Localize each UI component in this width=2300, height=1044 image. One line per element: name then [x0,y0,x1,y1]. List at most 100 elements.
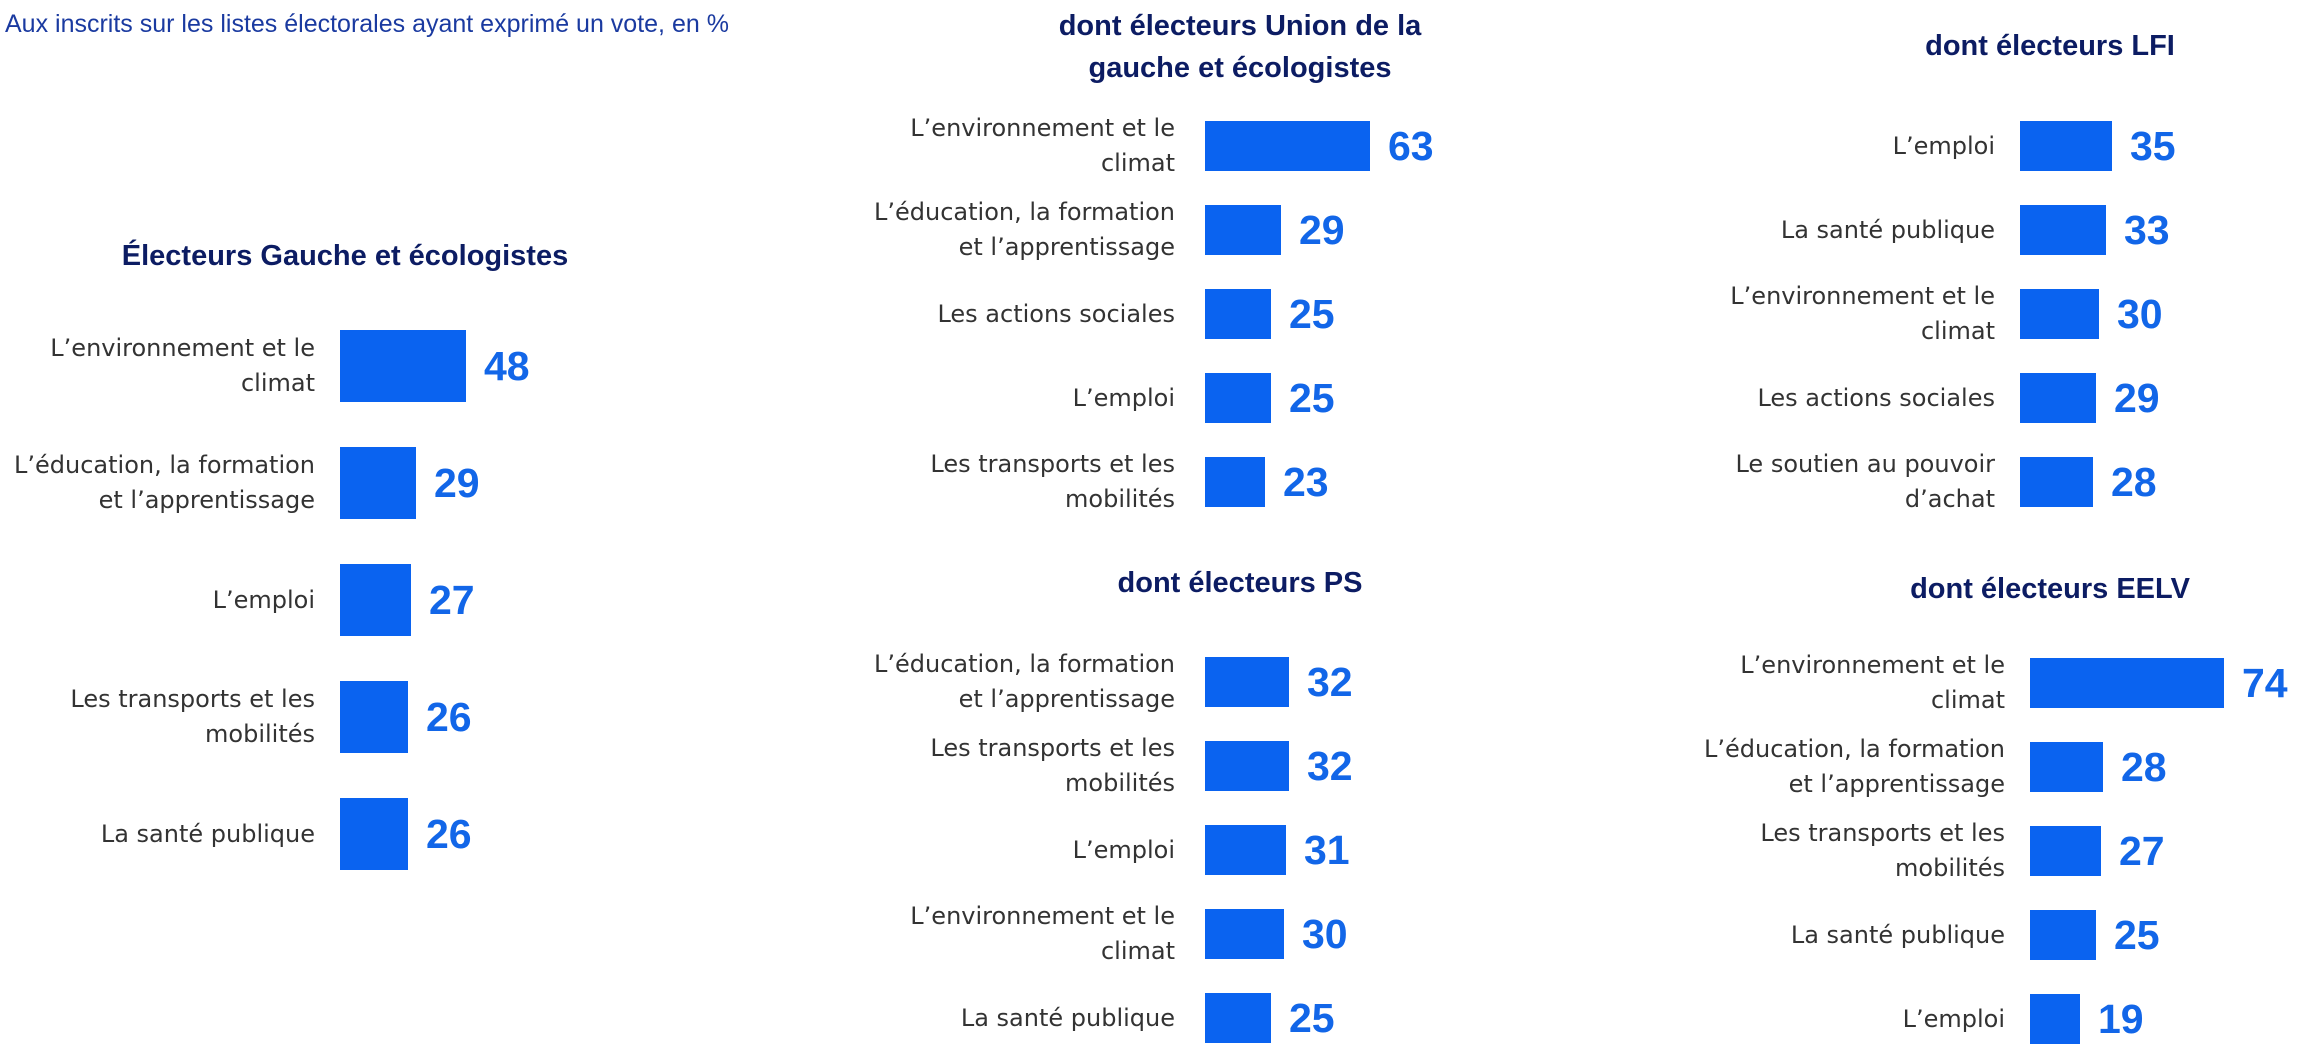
bar [2030,910,2096,960]
bar [1205,457,1265,507]
bar [2030,826,2101,876]
category-label: L’environnement et le climat [50,334,315,397]
value-label: 28 [2121,743,2167,790]
bar-row: L’emploi 25 [860,373,1510,423]
chart-title: dont électeurs LFI [1925,30,2175,62]
value-label: 26 [426,693,472,740]
bar [1205,289,1271,339]
bar-row: L’environnement et le climat 63 [860,114,1510,177]
bar-row: L’environnement et le climat 48 [0,330,650,402]
category-label: L’environnement et le climat [910,114,1175,177]
value-label: 28 [2111,458,2157,505]
chart-subtitle: Aux inscrits sur les listes électorales … [5,10,729,38]
bar-row: Les actions sociales 29 [1700,373,2300,423]
value-label: 27 [2119,827,2165,874]
value-label: 26 [426,810,472,857]
bar [1205,825,1286,875]
bar-row: La santé publique 33 [1700,205,2300,255]
bar-row: L’emploi 19 [1700,994,2300,1044]
bar-row: Le soutien au pouvoir d’achat 28 [1700,450,2300,513]
bar [2030,994,2080,1044]
value-label: 25 [2114,911,2160,958]
bar [1205,993,1271,1043]
category-label: La santé publique [960,1003,1175,1032]
bar [340,564,411,636]
bar-row: Les actions sociales 25 [860,289,1510,339]
chart-title: dont électeurs EELV [1910,573,2190,605]
value-label: 29 [2114,374,2160,421]
category-label: L’emploi [212,585,315,614]
category-label: Les transports et les mobilités [70,685,315,748]
category-label: L’emploi [1902,1004,2005,1033]
value-label: 29 [434,459,480,506]
bar [2020,121,2112,171]
bar-row: L’éducation, la formation et l’apprentis… [860,198,1510,261]
category-label: La santé publique [1780,215,1995,244]
bar-row: La santé publique 25 [1700,910,2300,960]
category-label: L’environnement et le climat [1730,282,1995,345]
value-label: 63 [1388,122,1434,169]
bar-row: Les transports et les mobilités 32 [860,734,1510,797]
bar-row: L’éducation, la formation et l’apprentis… [0,447,650,519]
value-label: 48 [484,342,530,389]
bar [340,447,416,519]
value-label: 30 [1302,910,1348,957]
bar [1205,909,1284,959]
category-label: L’éducation, la formation et l’apprentis… [874,650,1175,713]
bar [1205,741,1289,791]
bar-row: L’environnement et le climat 30 [860,902,1510,965]
bar [340,798,408,870]
bar [1205,657,1289,707]
value-label: 33 [2124,206,2170,253]
value-label: 30 [2117,290,2163,337]
chart-title: dont électeurs Union de la gauche et éco… [1058,10,1422,84]
chart-title: dont électeurs PS [1117,567,1363,599]
value-label: 25 [1289,994,1335,1041]
value-label: 32 [1307,742,1353,789]
bar [1205,121,1370,171]
value-label: 27 [429,576,475,623]
category-label: L’éducation, la formation et l’apprentis… [1704,735,2005,798]
bar [2030,742,2103,792]
bar-row: Les transports et les mobilités 23 [860,450,1510,513]
bar [2020,289,2099,339]
category-label: La santé publique [1790,920,2005,949]
bar [340,330,466,402]
bar-row: L’éducation, la formation et l’apprentis… [860,650,1510,713]
bar [1205,205,1281,255]
bar-row: La santé publique 26 [0,798,650,870]
value-label: 32 [1307,658,1353,705]
category-label: L’emploi [1072,383,1175,412]
value-label: 25 [1289,290,1335,337]
value-label: 74 [2242,659,2288,706]
bar-row: L’éducation, la formation et l’apprentis… [1700,735,2300,798]
category-label: Le soutien au pouvoir d’achat [1735,450,1995,513]
bar-row: La santé publique 25 [860,993,1510,1043]
bar-row: Les transports et les mobilités 26 [0,681,650,753]
bar [2020,457,2093,507]
value-label: 23 [1283,458,1329,505]
category-label: L’emploi [1892,131,1995,160]
category-label: Les transports et les mobilités [1760,819,2005,882]
value-label: 19 [2098,995,2144,1042]
bar [2030,658,2224,708]
bar-row: L’environnement et le climat 74 [1700,651,2300,714]
category-label: L’environnement et le climat [1740,651,2005,714]
bar [2020,205,2106,255]
category-label: Les transports et les mobilités [930,734,1175,797]
bar-row: L’emploi 31 [860,825,1510,875]
category-label: Les actions sociales [937,299,1175,328]
category-label: L’éducation, la formation et l’apprentis… [14,451,315,514]
category-label: L’emploi [1072,835,1175,864]
bar [2020,373,2096,423]
category-label: La santé publique [100,819,315,848]
category-label: Les transports et les mobilités [930,450,1175,513]
bar-row: L’environnement et le climat 30 [1700,282,2300,345]
bar-row: L’emploi 27 [0,564,650,636]
chart-title: Électeurs Gauche et écologistes [121,240,569,272]
bar [340,681,408,753]
bar-row: L’emploi 35 [1700,121,2300,171]
category-label: L’environnement et le climat [910,902,1175,965]
value-label: 29 [1299,206,1345,253]
bar [1205,373,1271,423]
